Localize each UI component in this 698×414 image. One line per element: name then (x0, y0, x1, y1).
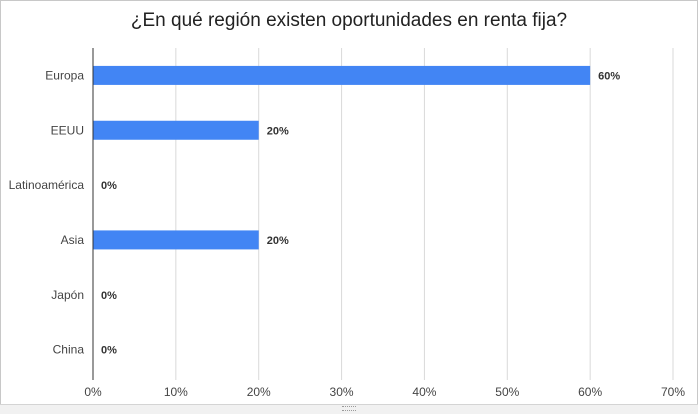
x-tick-label-30: 30% (330, 385, 354, 399)
data-label-eeuu: 20% (267, 125, 289, 137)
data-label-japon: 0% (101, 290, 117, 302)
bar-europa[interactable] (93, 65, 591, 85)
resize-grip-icon[interactable] (342, 406, 356, 411)
category-label-japon: Japón (51, 288, 84, 302)
category-label-latinoamerica: Latinoamérica (9, 178, 85, 192)
bar-eeuu[interactable] (93, 120, 259, 140)
category-label-eeuu: EEUU (51, 123, 84, 137)
category-label-china: China (53, 343, 85, 357)
x-tick-label-70: 70% (661, 385, 685, 399)
x-tick-label-50: 50% (495, 385, 519, 399)
x-tick-label-60: 60% (578, 385, 602, 399)
data-label-china: 0% (101, 345, 117, 357)
x-tick-label-10: 10% (164, 385, 188, 399)
category-label-europa: Europa (45, 68, 84, 82)
x-tick-label-0: 0% (84, 385, 102, 399)
data-label-europa: 60% (598, 70, 620, 82)
data-label-asia: 20% (267, 235, 289, 247)
x-tick-label-20: 20% (247, 385, 271, 399)
resize-bar[interactable] (0, 404, 698, 414)
data-label-latinoamerica: 0% (101, 180, 117, 192)
x-tick-label-40: 40% (412, 385, 436, 399)
category-label-asia: Asia (61, 233, 85, 247)
chart-title: ¿En qué región existen oportunidades en … (130, 10, 568, 31)
bar-asia[interactable] (93, 230, 259, 250)
